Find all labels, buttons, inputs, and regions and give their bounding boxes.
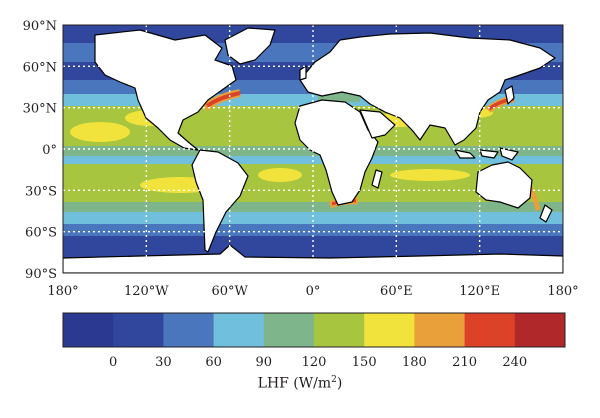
colorbar-tick-label: 120 (302, 355, 327, 370)
gridlines (63, 25, 563, 273)
colorbar-swatch (213, 313, 265, 347)
latitude-label: 30°S (25, 184, 57, 199)
colorbar-swatch (514, 313, 566, 347)
colorbar-tick-label: 240 (502, 355, 527, 370)
latitude-label: 0° (42, 143, 57, 158)
latitude-label: 60°S (25, 226, 57, 241)
longitude-label: 0° (306, 284, 321, 299)
colorbar-units-label: LHF (W/m2) (257, 375, 343, 392)
colorbar-swatch (464, 313, 516, 347)
longitude-labels: 180° 120°W 60°W 0° 60°E 120°E 180° (47, 284, 578, 299)
colorbar-tick-label: 210 (452, 355, 477, 370)
latitude-labels: 90°N 60°N 30°N 0° 30°S 60°S 90°S (23, 19, 57, 282)
colorbar-swatch (364, 313, 415, 347)
arabia (359, 109, 396, 139)
latitude-label: 60°N (23, 60, 57, 75)
colorbar-swatch (63, 313, 114, 347)
madagascar (371, 169, 383, 189)
colorbar-frame (62, 312, 566, 348)
colorbar-swatch (263, 313, 315, 347)
colorbar-tick-label: 30 (155, 355, 172, 370)
latitude-label: 90°S (25, 267, 57, 282)
colorbar (62, 312, 566, 348)
colorbar-tick-label: 60 (205, 355, 222, 370)
south-america (191, 149, 249, 253)
land-masses (63, 27, 563, 273)
north-america (94, 29, 237, 151)
map-frame (62, 24, 564, 274)
colorbar-tick-label: 150 (352, 355, 377, 370)
colorbar-tick-labels: 0 30 60 90 120 150 180 210 240 (109, 355, 527, 370)
longitude-label: 60°W (211, 284, 248, 299)
longitude-label: 180° (547, 284, 578, 299)
colorbar-swatch (314, 313, 365, 347)
latitude-label: 90°N (23, 19, 57, 34)
colorbar-tick-label: 0 (109, 355, 117, 370)
colorbar-swatch (113, 313, 164, 347)
longitude-label: 120°E (459, 284, 500, 299)
colorbar-tick-label: 180 (402, 355, 427, 370)
eurasia (299, 32, 556, 146)
antarctica (63, 244, 563, 273)
longitude-label: 180° (47, 284, 78, 299)
colorbar-swatch (163, 313, 215, 347)
longitude-label: 60°E (380, 284, 413, 299)
latitude-label: 30°N (23, 102, 57, 117)
australia (475, 161, 533, 209)
longitude-label: 120°W (124, 284, 169, 299)
colorbar-tick-label: 90 (256, 355, 273, 370)
colorbar-swatch (414, 313, 466, 347)
